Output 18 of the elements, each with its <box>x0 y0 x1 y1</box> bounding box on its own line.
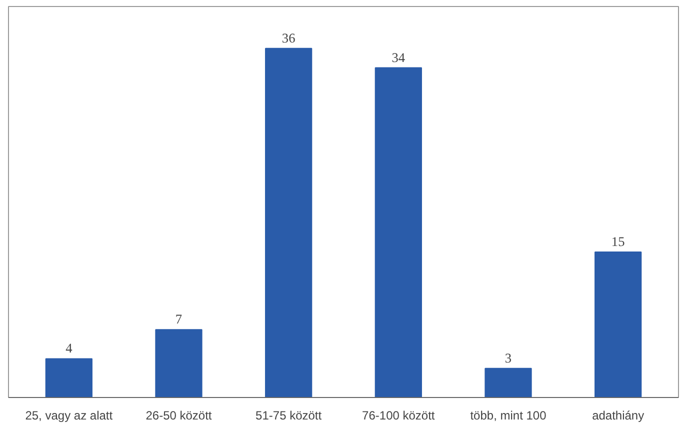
data-label: 34 <box>392 50 406 65</box>
data-label: 15 <box>611 234 626 250</box>
bar <box>45 358 92 398</box>
data-label: 3 <box>504 350 512 366</box>
data-label: 4 <box>66 340 73 356</box>
x-tick-label: 25, vagy az alatt <box>25 408 114 422</box>
bar <box>374 67 422 398</box>
x-tick-label: adathiány <box>592 408 644 422</box>
data-label: 7 <box>175 312 182 327</box>
data-label: 36 <box>282 30 296 46</box>
x-tick-label: 51-75 között <box>256 408 322 422</box>
bar <box>155 329 202 398</box>
x-tick-label: 76-100 között <box>362 408 436 422</box>
bar <box>484 368 532 398</box>
bar <box>594 252 642 398</box>
x-tick-label: 26-50 között <box>146 408 212 422</box>
bar <box>265 48 312 398</box>
x-tick-label: több, mint 100 <box>470 408 547 422</box>
